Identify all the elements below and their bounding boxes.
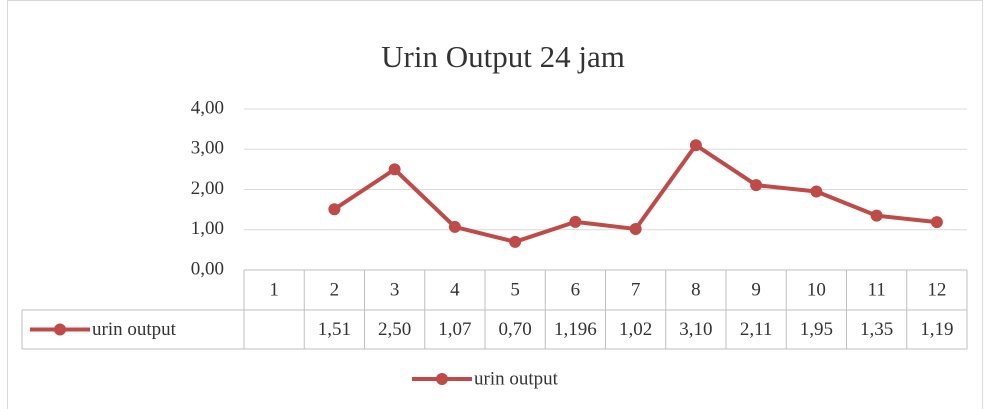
data-point [689,139,702,152]
x-tick-label: 4 [450,279,460,300]
legend-label: urin output [474,368,559,389]
y-tick-label: 0,00 [191,258,224,279]
table-value: 1,19 [920,319,953,340]
x-tick-label: 1 [269,279,279,300]
y-tick-label: 4,00 [191,97,224,118]
x-tick-label: 11 [867,279,885,300]
data-point [509,235,522,248]
x-tick-label: 12 [927,279,946,300]
table-value: 1,95 [800,319,833,340]
x-tick-label: 10 [807,279,826,300]
data-point [569,215,582,228]
x-tick-label: 7 [631,279,641,300]
x-tick-label: 8 [691,279,701,300]
table-value: 2,11 [740,319,773,340]
legend-marker [54,323,66,336]
data-point [930,216,943,229]
table-series-name: urin output [92,319,177,340]
data-point [750,179,763,192]
data-point [870,209,883,222]
x-tick-label: 5 [510,279,520,300]
table-value: 1,35 [860,319,893,340]
table-value: 0,70 [499,319,532,340]
data-point [629,222,642,235]
data-point [448,220,461,233]
x-tick-label: 6 [571,279,581,300]
y-tick-label: 2,00 [191,178,224,199]
table-value: 3,10 [679,319,712,340]
data-point [328,203,341,216]
table-value: 1,196 [554,319,597,340]
data-point [810,185,823,198]
x-tick-label: 3 [390,279,400,300]
chart-border [7,0,983,409]
y-tick-label: 3,00 [191,138,224,159]
chart-title: Urin Output 24 jam [381,39,625,74]
table-value: 1,02 [619,319,652,340]
x-tick-label: 2 [330,279,340,300]
x-tick-label: 9 [751,279,761,300]
data-point [388,163,401,176]
table-value: 1,51 [318,319,351,340]
table-value: 1,07 [438,319,471,340]
y-tick-label: 1,00 [191,218,224,239]
legend-marker [436,373,448,385]
table-value: 2,50 [378,319,411,340]
